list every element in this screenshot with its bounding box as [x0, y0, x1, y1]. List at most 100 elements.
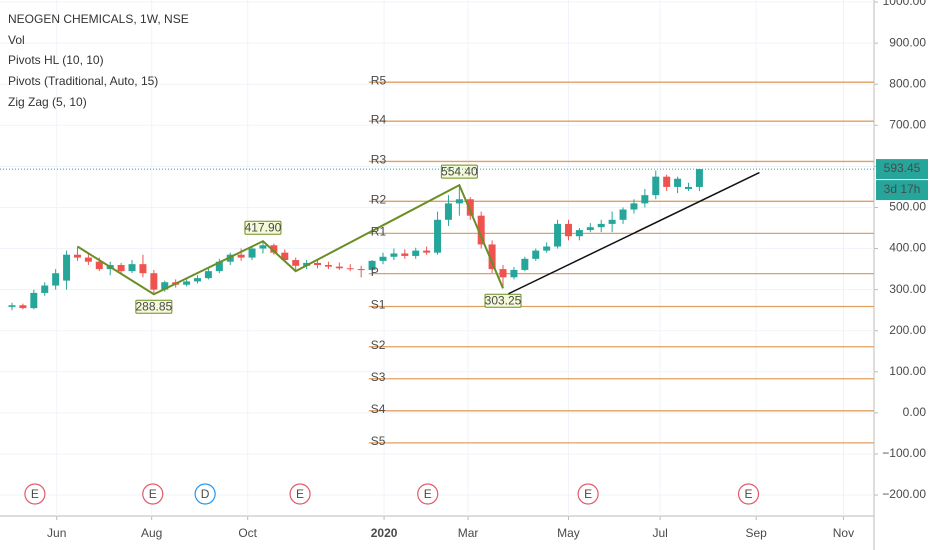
- x-tick-label: Aug: [141, 526, 162, 540]
- event-badge: [24, 483, 46, 505]
- x-tick-label: Jul: [652, 526, 667, 540]
- event-badge: [577, 483, 599, 505]
- x-tick-label: Nov: [833, 526, 854, 540]
- event-label: E: [424, 487, 432, 501]
- pivot-label: R5: [371, 73, 387, 87]
- candle-body: [564, 223, 572, 237]
- candle-body: [95, 261, 103, 270]
- candle-body: [521, 258, 529, 270]
- x-tick-label: Oct: [238, 526, 257, 540]
- event-label: D: [201, 487, 210, 501]
- candle-body: [455, 199, 463, 204]
- zigzag-label-box: [244, 220, 282, 235]
- event-label: E: [296, 487, 304, 501]
- candle-body: [281, 252, 289, 261]
- zigzag-label: 303.25: [485, 293, 522, 307]
- zigzag-label-box: [440, 164, 478, 179]
- y-tick-label: −200.00: [882, 487, 926, 501]
- candle-body: [379, 256, 387, 261]
- plot: 288.85 417.90 554.40 303.25 E E D E E E E: [0, 0, 874, 516]
- zigzag-label-box: [135, 299, 173, 314]
- event-badge: [737, 483, 760, 505]
- candle-body: [619, 209, 627, 220]
- indicator: Zig Zag (5, 10): [8, 95, 87, 109]
- event-label: E: [31, 487, 39, 501]
- y-tick-label: 300.00: [889, 282, 926, 296]
- trendline: [508, 171, 760, 295]
- x-tick-label: May: [557, 526, 580, 540]
- pivot-label: R4: [371, 112, 387, 126]
- y-tick-label: 800.00: [889, 76, 926, 90]
- candle-body: [73, 254, 81, 258]
- candle-body: [477, 215, 485, 245]
- y-tick-label: 500.00: [889, 200, 926, 214]
- y-tick-label: 0.00: [903, 405, 927, 419]
- y-tick-label: −100.00: [882, 446, 926, 460]
- candle-body: [434, 219, 442, 253]
- countdown-box: [876, 180, 928, 201]
- zigzag-label: 417.90: [245, 220, 282, 234]
- candle-body: [499, 269, 507, 278]
- candle-body: [663, 176, 671, 187]
- candle-body: [237, 254, 245, 258]
- candle-body: [586, 227, 594, 231]
- candle-body: [390, 253, 398, 257]
- candle-body: [292, 260, 300, 266]
- x-tick-label: 2020: [371, 526, 398, 540]
- countdown-label: 3d 17h: [884, 182, 921, 196]
- candle-body: [444, 203, 452, 220]
- candle-body: [139, 264, 147, 274]
- candle-body: [248, 248, 256, 258]
- x-tick-label: Sep: [745, 526, 767, 540]
- zigzag-line: [76, 183, 504, 296]
- candle-body: [685, 186, 693, 189]
- candle-body: [8, 305, 16, 307]
- candle-body: [652, 176, 660, 196]
- candle-body: [183, 281, 191, 285]
- candle-body: [608, 219, 616, 224]
- candle-body: [117, 264, 125, 272]
- y-tick-label: 400.00: [889, 241, 926, 255]
- pivot-label: S2: [371, 338, 386, 352]
- candle-body: [357, 269, 365, 271]
- candle-body: [324, 264, 332, 267]
- last-price-box: [876, 159, 928, 180]
- y-tick-label: 900.00: [889, 35, 926, 49]
- candle-body: [412, 250, 420, 256]
- pivot-label: R1: [371, 225, 387, 239]
- candle-body: [41, 285, 49, 293]
- last-price-label: 593.45: [884, 161, 921, 175]
- event-label: E: [149, 487, 157, 501]
- indicator: Pivots HL (10, 10): [8, 53, 104, 67]
- pivot-label: R2: [371, 192, 387, 206]
- pivot-label: S1: [371, 298, 386, 312]
- event-badge: [142, 483, 164, 505]
- chart-title: NEOGEN CHEMICALS, 1W, NSE: [8, 12, 189, 26]
- candle-body: [510, 269, 518, 278]
- pivot-label: P: [371, 265, 379, 279]
- candle-body: [30, 292, 38, 309]
- candle-body: [215, 261, 223, 272]
- y-tick-label: 200.00: [889, 323, 926, 337]
- candle-body: [63, 254, 71, 281]
- y-tick-label: 100.00: [889, 364, 926, 378]
- candle-body: [19, 305, 27, 309]
- candle-body: [543, 246, 551, 251]
- candle-body: [193, 278, 201, 282]
- candle-body: [161, 282, 169, 290]
- candle-body: [84, 257, 92, 262]
- candle-body: [401, 253, 409, 256]
- candle-body: [259, 245, 267, 249]
- candle-body: [314, 262, 322, 265]
- indicator: Vol: [8, 33, 25, 47]
- zigzag-label: 554.40: [441, 164, 478, 178]
- indicator: Pivots (Traditional, Auto, 15): [8, 74, 158, 88]
- zigzag-label-box: [484, 293, 522, 308]
- candle-body: [695, 169, 703, 187]
- event-badge: [289, 483, 311, 505]
- candle-body: [270, 245, 278, 253]
- event-badge: [194, 483, 216, 505]
- candle-body: [532, 250, 540, 259]
- candle-body: [466, 199, 474, 216]
- candle-body: [423, 250, 431, 253]
